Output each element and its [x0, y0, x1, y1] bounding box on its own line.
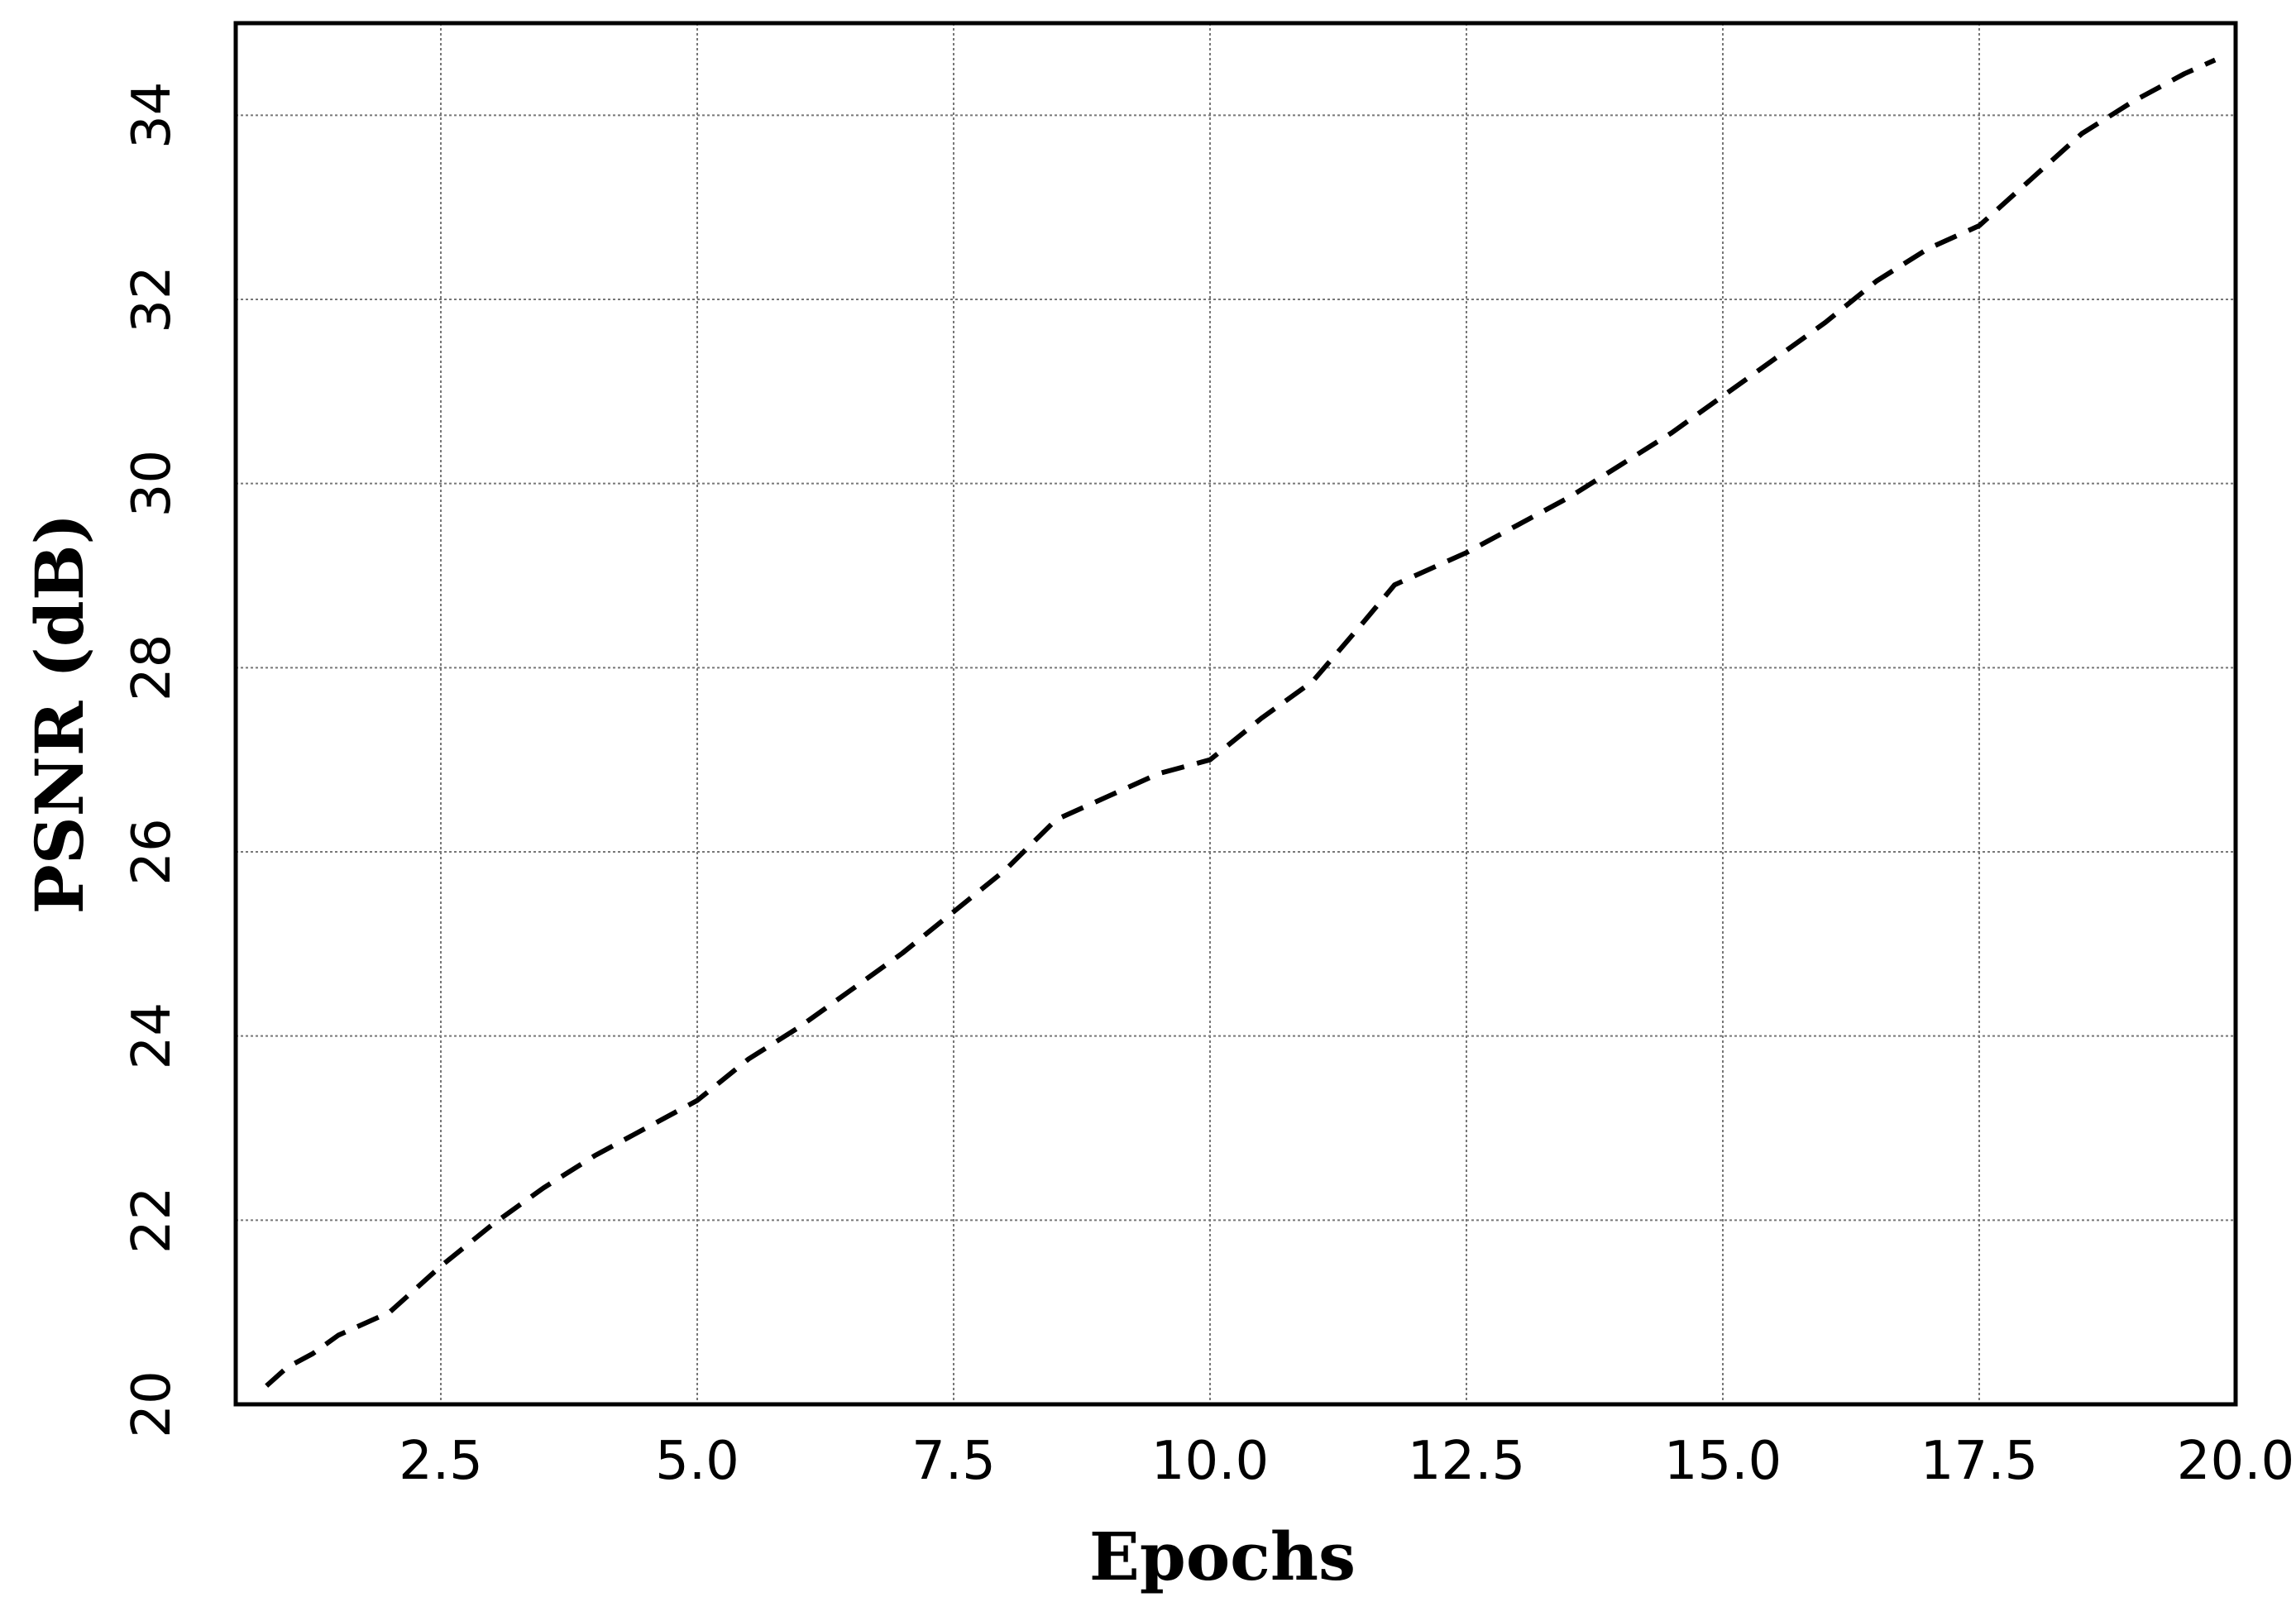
y-tick-label: 26 [122, 818, 183, 885]
x-tick-label: 12.5 [1408, 1431, 1526, 1492]
x-axis-title: Epochs [1089, 1518, 1356, 1595]
y-tick-label: 20 [122, 1370, 183, 1437]
series-layer [265, 57, 2217, 1388]
x-tick-label: 10.0 [1151, 1431, 1270, 1492]
x-tick-label: 7.5 [911, 1431, 996, 1492]
psnr-series-line [265, 57, 2217, 1388]
y-tick-label: 24 [122, 1002, 183, 1069]
y-axis-title: PSNR (dB) [21, 514, 98, 915]
x-axis-ticks: 2.5 5.0 7.5 10.0 12.5 15.0 17.5 20.0 [399, 1431, 2294, 1492]
y-tick-label: 32 [122, 265, 183, 332]
y-axis-ticks: 20 22 24 26 28 30 32 34 [122, 82, 183, 1438]
y-tick-label: 34 [122, 82, 183, 149]
x-tick-label: 17.5 [1921, 1431, 2039, 1492]
y-tick-label: 22 [122, 1187, 183, 1254]
x-tick-label: 2.5 [399, 1431, 483, 1492]
plot-frame [233, 21, 2238, 1407]
y-tick-label: 28 [122, 634, 183, 701]
y-tick-label: 30 [122, 450, 183, 517]
x-tick-label: 20.0 [2177, 1431, 2295, 1492]
x-tick-label: 5.0 [655, 1431, 739, 1492]
grid-lines [236, 23, 2236, 1404]
x-tick-label: 15.0 [1664, 1431, 1782, 1492]
